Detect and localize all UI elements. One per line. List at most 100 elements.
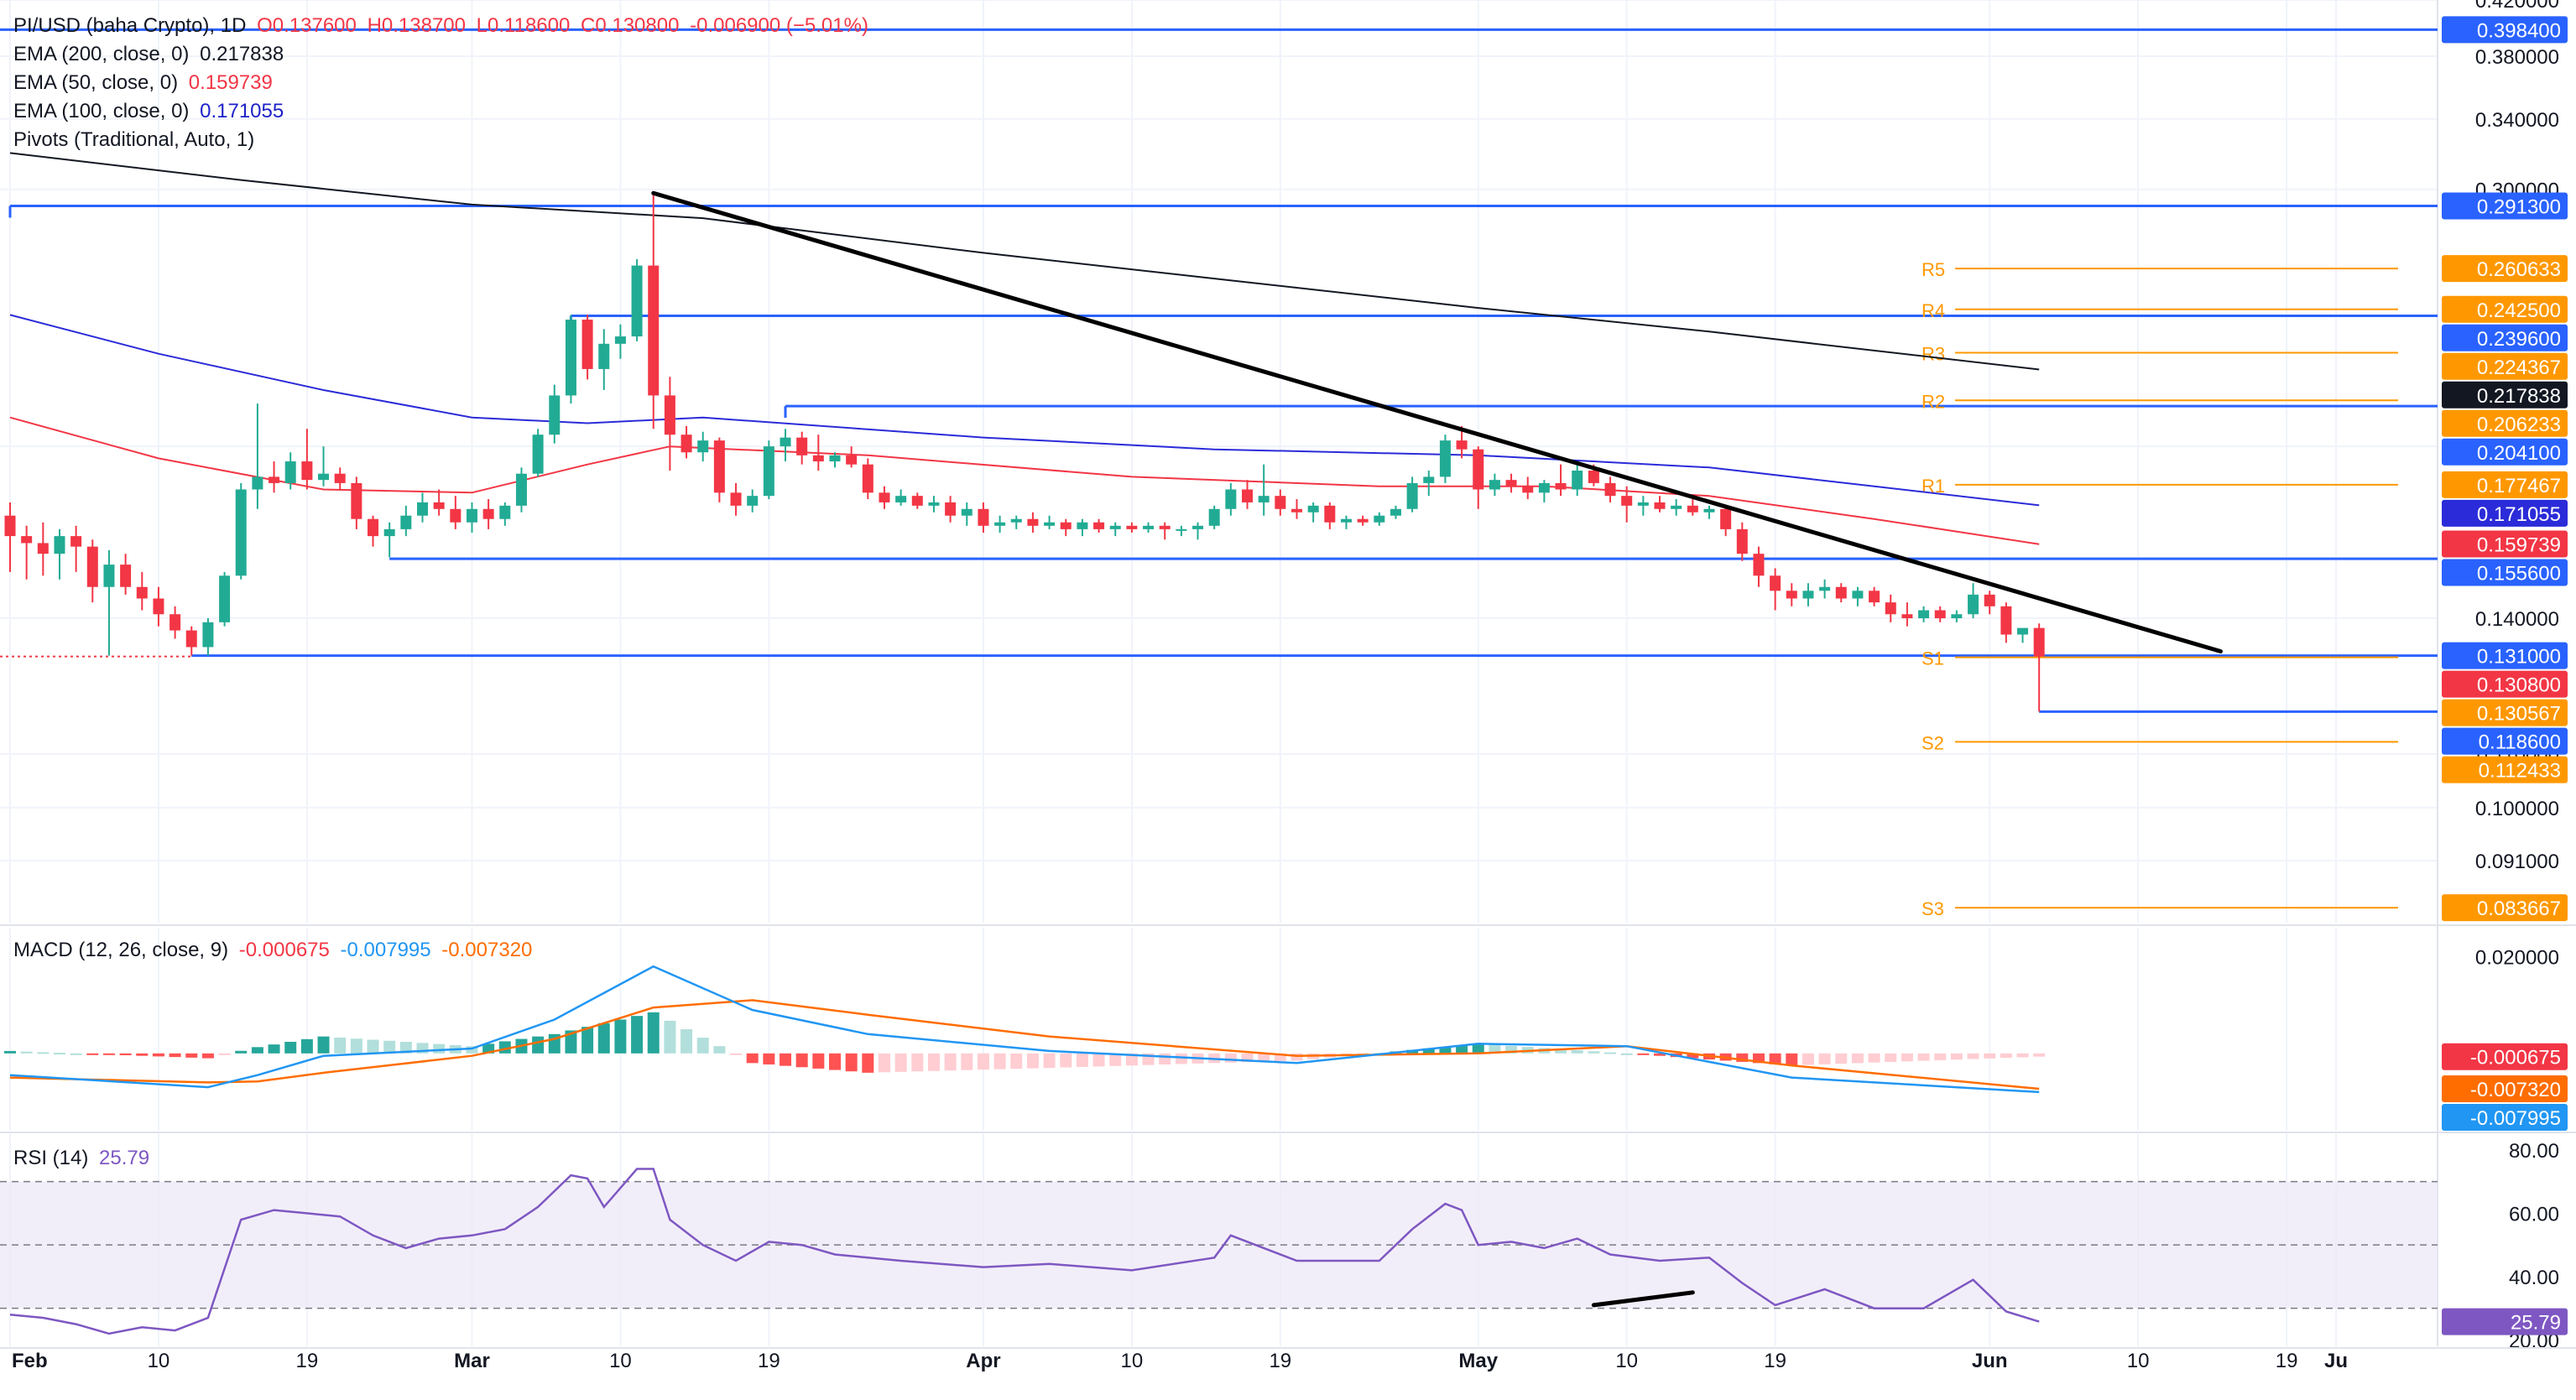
level-label-0.204100[interactable]: 0.204100	[2442, 438, 2568, 466]
candle-2025-05-12[interactable]	[1654, 496, 1666, 513]
candle-2025-02-01[interactable]	[4, 502, 16, 572]
candle-2025-02-11[interactable]	[169, 606, 181, 639]
candle-2025-04-05[interactable]	[1044, 515, 1056, 529]
candle-2025-03-10[interactable]	[614, 324, 626, 359]
candle-2025-03-28[interactable]	[911, 492, 923, 509]
candle-2025-03-24[interactable]	[846, 446, 858, 468]
macd-legend[interactable]: MACD (12, 26, close, 9) -0.000675 -0.007…	[13, 936, 537, 965]
candle-2025-02-10[interactable]	[153, 586, 164, 627]
candle-2025-04-14[interactable]	[1192, 522, 1204, 540]
candle-2025-03-09[interactable]	[598, 329, 610, 391]
symbol-label[interactable]: PI/USD (baha Crypto), 1D	[13, 14, 247, 37]
pivot-price-label-p[interactable]: 0.130567	[2442, 699, 2568, 726]
level-label-0.239600[interactable]: 0.239600	[2442, 324, 2568, 351]
candle-2025-02-04[interactable]	[54, 528, 65, 580]
candle-2025-05-22[interactable]	[1819, 579, 1831, 599]
candle-2025-02-21[interactable]	[334, 467, 346, 490]
candle-2025-05-19[interactable]	[1770, 568, 1781, 611]
candle-2025-04-08[interactable]	[1093, 518, 1105, 533]
candle-2025-05-18[interactable]	[1753, 546, 1765, 587]
candle-2025-05-20[interactable]	[1786, 583, 1797, 606]
candle-2025-02-27[interactable]	[433, 489, 445, 516]
ema100-row[interactable]: EMA (100, close, 0) 0.171055	[13, 97, 873, 126]
candle-2025-03-03[interactable]	[499, 502, 511, 526]
level-label-0.155600[interactable]: 0.155600	[2442, 559, 2568, 586]
candle-2025-04-20[interactable]	[1291, 499, 1302, 519]
candle-2025-02-06[interactable]	[86, 539, 98, 603]
rsi-legend[interactable]: RSI (14) 25.79	[13, 1144, 154, 1173]
candle-2025-03-12[interactable]	[648, 193, 660, 429]
candle-2025-05-27[interactable]	[1901, 602, 1913, 627]
candle-2025-05-15[interactable]	[1703, 505, 1715, 519]
candle-2025-04-15[interactable]	[1208, 505, 1220, 529]
candle-2025-05-03[interactable]	[1505, 473, 1517, 493]
candle-2025-04-22[interactable]	[1324, 502, 1336, 529]
candle-2025-03-18[interactable]	[747, 489, 759, 513]
candle-2025-03-19[interactable]	[763, 440, 774, 500]
candle-2025-03-08[interactable]	[581, 315, 593, 380]
pivot-price-label-r1[interactable]: 0.177467	[2442, 471, 2568, 498]
candle-2025-02-20[interactable]	[318, 446, 330, 487]
candle-2025-05-29[interactable]	[1934, 606, 1946, 622]
ema50-price-label[interactable]: 0.159739	[2442, 530, 2568, 558]
candles[interactable]	[4, 193, 2045, 712]
candle-2025-05-26[interactable]	[1885, 594, 1896, 622]
candle-2025-02-25[interactable]	[400, 505, 412, 537]
candle-2025-02-07[interactable]	[103, 549, 115, 656]
level-label-0.118600[interactable]: 0.118600	[2442, 727, 2568, 755]
candle-2025-06-03[interactable]	[2017, 627, 2029, 643]
candle-2025-02-17[interactable]	[269, 461, 280, 493]
candle-2025-05-06[interactable]	[1555, 464, 1567, 497]
pivot-price-label-s3[interactable]: 0.083667	[2442, 894, 2568, 922]
candle-2025-03-02[interactable]	[482, 499, 494, 529]
candle-2025-02-28[interactable]	[450, 496, 461, 529]
candle-2025-05-02[interactable]	[1489, 473, 1500, 497]
ema50-row[interactable]: EMA (50, close, 0) 0.159739	[13, 69, 873, 97]
level-label-0.398400[interactable]: 0.398400	[2442, 16, 2568, 44]
candle-2025-02-15[interactable]	[235, 482, 247, 580]
candle-2025-05-10[interactable]	[1621, 486, 1633, 523]
candle-2025-04-02[interactable]	[994, 515, 1006, 533]
ema100-price-label[interactable]: 0.171055	[2442, 499, 2568, 527]
candle-2025-05-13[interactable]	[1671, 499, 1682, 516]
pivot-price-label-r5[interactable]: 0.260633	[2442, 255, 2568, 283]
candle-2025-04-10[interactable]	[1126, 522, 1138, 533]
candle-2025-03-05[interactable]	[532, 429, 544, 477]
candle-2025-03-11[interactable]	[631, 258, 643, 341]
candle-2025-05-01[interactable]	[1473, 446, 1484, 509]
candle-2025-04-19[interactable]	[1275, 489, 1286, 516]
candle-2025-02-16[interactable]	[252, 403, 263, 509]
macd-signal-label[interactable]: -0.007320	[2442, 1075, 2568, 1102]
candle-2025-05-17[interactable]	[1736, 522, 1748, 561]
candle-2025-04-17[interactable]	[1242, 480, 1253, 509]
candle-2025-05-23[interactable]	[1835, 583, 1847, 603]
candle-2025-05-21[interactable]	[1802, 583, 1814, 606]
ema200-row[interactable]: EMA (200, close, 0) 0.217838	[13, 40, 873, 69]
candle-2025-06-02[interactable]	[2000, 602, 2012, 643]
pivot-price-label-r4[interactable]: 0.242500	[2442, 295, 2568, 323]
candle-2025-04-04[interactable]	[1027, 512, 1039, 533]
candle-2025-05-09[interactable]	[1604, 476, 1616, 502]
candle-2025-04-18[interactable]	[1258, 464, 1270, 516]
candle-2025-04-28[interactable]	[1423, 471, 1435, 497]
candle-2025-04-23[interactable]	[1340, 515, 1352, 529]
candle-2025-04-13[interactable]	[1176, 525, 1187, 537]
candle-2025-02-05[interactable]	[70, 525, 82, 572]
candle-2025-05-28[interactable]	[1918, 606, 1930, 622]
candle-2025-04-27[interactable]	[1406, 476, 1418, 513]
candle-2025-03-14[interactable]	[681, 425, 692, 459]
candle-2025-02-22[interactable]	[351, 476, 362, 529]
pivot-price-label-r3[interactable]: 0.224367	[2442, 352, 2568, 380]
candle-2025-04-29[interactable]	[1439, 435, 1451, 483]
candle-2025-02-13[interactable]	[202, 618, 214, 656]
candle-2025-04-12[interactable]	[1159, 522, 1171, 540]
candle-2025-02-24[interactable]	[383, 522, 395, 558]
candle-2025-02-03[interactable]	[37, 522, 49, 576]
candle-2025-03-30[interactable]	[945, 496, 957, 523]
candle-2025-05-24[interactable]	[1852, 586, 1864, 606]
candle-2025-03-31[interactable]	[961, 502, 973, 526]
time-axis[interactable]: Feb 10 19 Mar 10 19 Apr 10 19 May 10 19 Jun 10 19 Ju	[0, 1347, 2576, 1372]
candle-2025-04-24[interactable]	[1357, 515, 1369, 526]
candle-2025-02-02[interactable]	[21, 525, 33, 580]
